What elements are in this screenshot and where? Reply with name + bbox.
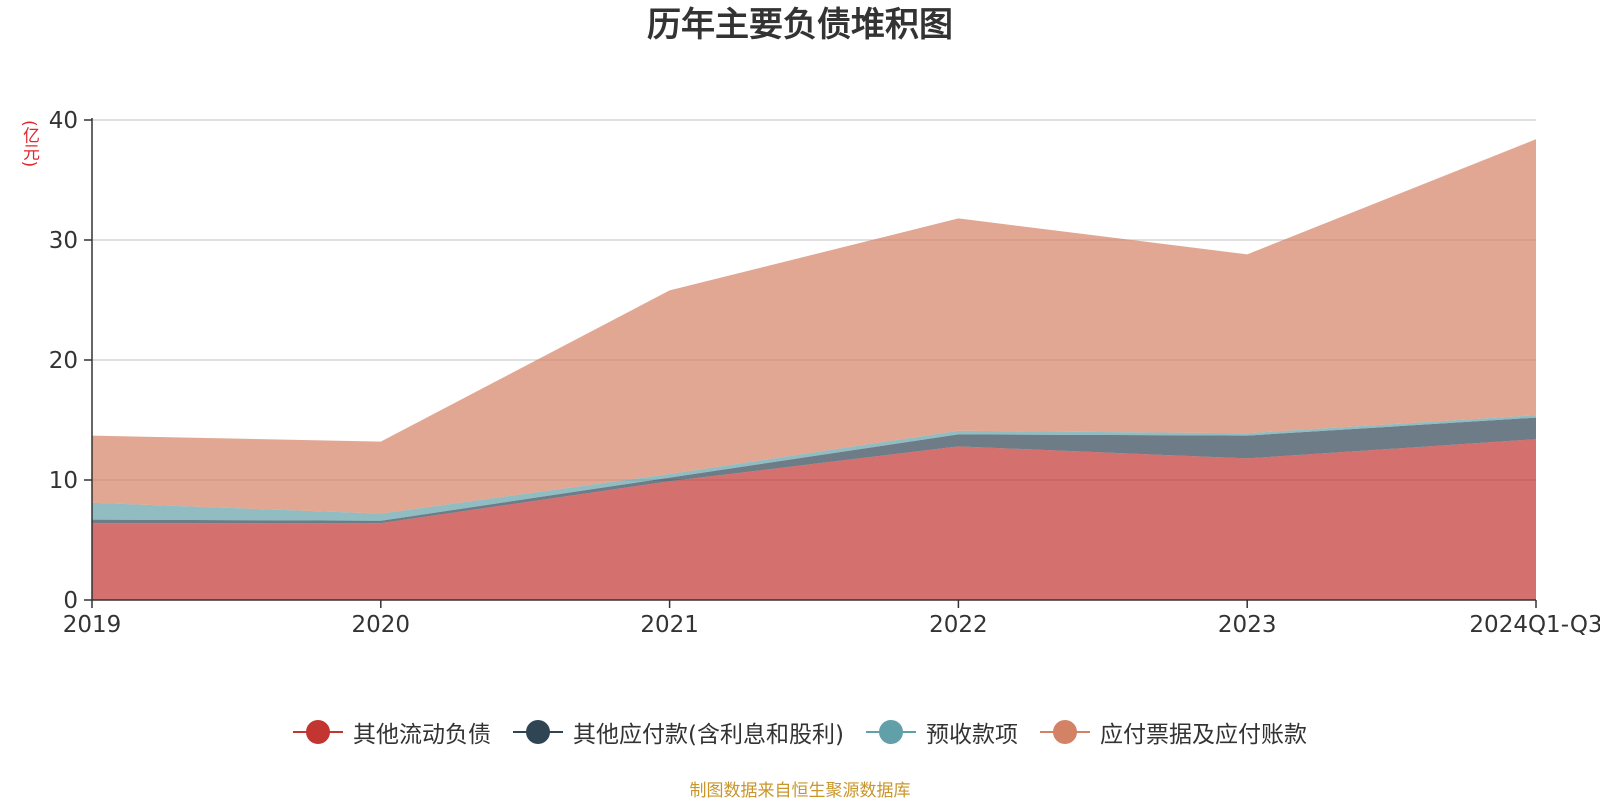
- x-tick-label: 2019: [63, 612, 122, 638]
- stacked-area-chart: 0 10 20 30 40 2019 2020 2021 2022 2023 2024Q1-Q3: [49, 108, 1600, 638]
- legend-item-notes-and-accounts-payable[interactable]: 应付票据及应付账款: [1039, 715, 1307, 749]
- legend-label: 其他流动负债: [353, 722, 492, 748]
- y-tick-label: 20: [49, 348, 78, 374]
- x-tick-label: 2020: [352, 612, 411, 638]
- chart-title: 历年主要负债堆积图: [647, 5, 953, 45]
- y-tick-label: 30: [49, 228, 78, 254]
- legend-item-advance-receipts[interactable]: 预收款项: [865, 715, 1018, 749]
- legend-swatch-advance-receipts: [865, 720, 916, 744]
- legend-label: 应付票据及应付账款: [1099, 722, 1307, 748]
- x-tick-label: 2022: [929, 612, 988, 638]
- x-tick-label: 2024Q1-Q3: [1469, 612, 1600, 638]
- legend-label: 其他应付款(含利息和股利): [573, 722, 844, 748]
- y-tick-label: 0: [63, 588, 78, 614]
- x-tick-label: 2023: [1218, 612, 1277, 638]
- legend-swatch-other-payables: [513, 720, 564, 744]
- area-series-2: [92, 415, 1536, 521]
- area-series-1: [92, 417, 1536, 524]
- y-axis-unit-label: (亿元): [19, 120, 39, 168]
- y-tick-label: 40: [49, 108, 78, 134]
- area-series-0: [92, 439, 1536, 600]
- area-series-3: [92, 139, 1536, 514]
- legend-item-other-current-liabilities[interactable]: 其他流动负债: [293, 715, 491, 749]
- data-source-note: 制图数据来自恒生聚源数据库: [689, 781, 911, 801]
- legend-label: 预收款项: [925, 722, 1018, 748]
- x-tick-label: 2021: [640, 612, 699, 638]
- legend-swatch-notes-and-accounts-payable: [1039, 720, 1090, 744]
- y-tick-label: 10: [49, 468, 78, 494]
- legend-swatch-other-current-liabilities: [293, 720, 344, 744]
- legend-item-other-payables[interactable]: 其他应付款(含利息和股利): [513, 715, 844, 749]
- chart-legend: 其他流动负债 其他应付款(含利息和股利) 预收款项 应付票据及应付账款: [0, 712, 1600, 752]
